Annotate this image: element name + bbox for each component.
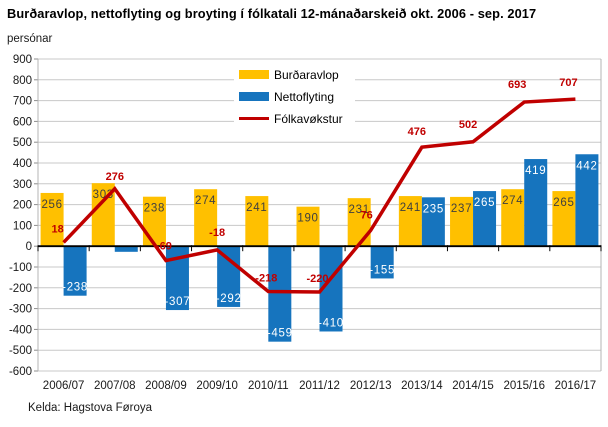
y-axis-tick-label: 600 [13,116,32,128]
line-data-label: -18 [209,227,225,239]
bar-data-label: -292 [216,293,242,305]
bar-burdaravlop-2009/10 [194,189,218,247]
y-axis-tick-label: 500 [13,137,32,149]
y-axis-tick-label: 0 [26,241,32,253]
x-axis-category-label: 2012/13 [350,380,392,392]
bar-nettoflyting-2010/11 [268,246,292,342]
bar-data-label: 241 [400,202,421,214]
bar-burdaravlop-2011/12 [296,206,320,247]
x-axis-category-label: 2011/12 [299,380,340,392]
bar-nettoflyting-2013/14 [421,197,445,247]
line-data-label: -218 [255,273,277,285]
line-data-label: 502 [459,119,477,131]
bar-data-label: 231 [349,204,370,216]
line-data-label: -220 [306,273,328,285]
x-axis-category-label: 2010/11 [248,380,289,392]
y-axis-tick-label: 300 [13,179,32,191]
bar-data-label: 190 [297,213,318,225]
legend-item-nettoflyting: Nettoflyting [239,89,343,104]
y-axis-tick-label: -200 [9,283,32,295]
y-axis-tick-label: 200 [13,200,32,212]
bar-data-label: -238 [62,282,88,294]
bar-data-label: 274 [195,195,216,207]
bar-data-label: 256 [41,199,62,211]
x-axis-category-label: 2009/10 [196,380,238,392]
y-axis-tick-label: 800 [13,75,32,87]
bar-data-label: -410 [318,317,344,329]
bar-burdaravlop-2007/08 [91,183,115,247]
bar-burdaravlop-2012/13 [347,198,371,247]
legend: Burðaravlop Nettoflyting Fólkavøkstur [234,63,355,130]
bar-burdaravlop-2016/17 [552,191,576,247]
bar-data-label: 442 [576,160,597,172]
line-data-label: 707 [559,77,577,89]
x-axis-category-label: 2014/15 [452,380,494,392]
legend-label: Nettoflyting [274,89,335,104]
y-axis-unit-label: persónar [7,33,53,45]
nettoflyting-swatch-icon [239,92,269,101]
bar-burdaravlop-2014/15 [450,196,474,247]
bar-nettoflyting-2007/08 [114,246,138,252]
y-axis-tick-label: -500 [9,345,32,357]
legend-item-burdaravlop: Burðaravlop [239,67,343,82]
bar-nettoflyting-2014/15 [473,191,497,247]
line-data-label: 476 [408,126,426,138]
y-axis-tick-label: 100 [13,220,32,232]
x-axis-category-label: 2013/14 [401,380,443,392]
x-axis-category-label: 2008/09 [145,380,187,392]
x-axis-category-label: 2006/07 [43,380,85,392]
y-axis-tick-label: -300 [9,304,32,316]
bar-nettoflyting-2009/10 [217,246,241,307]
bar-data-label: 265 [474,197,495,209]
bar-data-label: -155 [369,264,395,276]
source-note: Kelda: Hagstova Føroya [28,402,153,414]
line-data-label: 18 [51,223,63,235]
bar-data-label: -459 [267,328,293,340]
bar-data-label: 419 [525,165,546,177]
line-data-label: 276 [106,171,124,183]
burdaravlop-swatch-icon [239,70,269,79]
folkavokstur-line [62,97,576,294]
y-axis-tick-label: -100 [9,262,32,274]
bar-nettoflyting-2006/07 [63,246,87,296]
bar-data-label: 265 [553,197,574,209]
folkavokstur-line-swatch-icon [239,116,269,121]
bar-data-label: 235 [423,203,444,215]
line-data-label: -69 [156,241,172,253]
legend-label: Fólkavøkstur [274,111,343,126]
x-axis-category-label: 2007/08 [94,380,136,392]
line-data-label: 693 [508,79,526,91]
bar-nettoflyting-2008/09 [165,246,189,311]
y-axis-tick-label: 900 [13,54,32,66]
bar-burdaravlop-2006/07 [40,192,64,247]
x-axis-category-label: 2016/17 [555,380,597,392]
bar-burdaravlop-2015/16 [501,189,525,247]
bar-nettoflyting-2016/17 [575,154,599,247]
bar-data-label: -307 [165,296,191,308]
y-axis-tick-label: -600 [9,366,32,378]
chart-title: Burðaravlop, nettoflyting og broyting í … [7,6,537,21]
bar-burdaravlop-2010/11 [245,196,269,247]
legend-label: Burðaravlop [274,67,339,82]
bar-data-label: 274 [502,195,523,207]
bar-data-label: 241 [246,202,267,214]
bar-nettoflyting-2012/13 [370,246,394,279]
bar-data-label: 238 [144,203,165,215]
y-axis-tick-label: -400 [9,324,32,336]
bar-nettoflyting-2011/12 [319,246,343,332]
line-data-label: 76 [361,209,373,221]
bar-nettoflyting-2015/16 [524,159,548,247]
x-axis-category-label: 2015/16 [503,380,545,392]
y-axis-tick-label: 400 [13,158,32,170]
bar-data-label: 237 [451,203,472,215]
bar-burdaravlop-2013/14 [398,196,422,247]
legend-item-folkavokstur: Fólkavøkstur [239,111,343,126]
y-axis-tick-label: 700 [13,96,32,108]
